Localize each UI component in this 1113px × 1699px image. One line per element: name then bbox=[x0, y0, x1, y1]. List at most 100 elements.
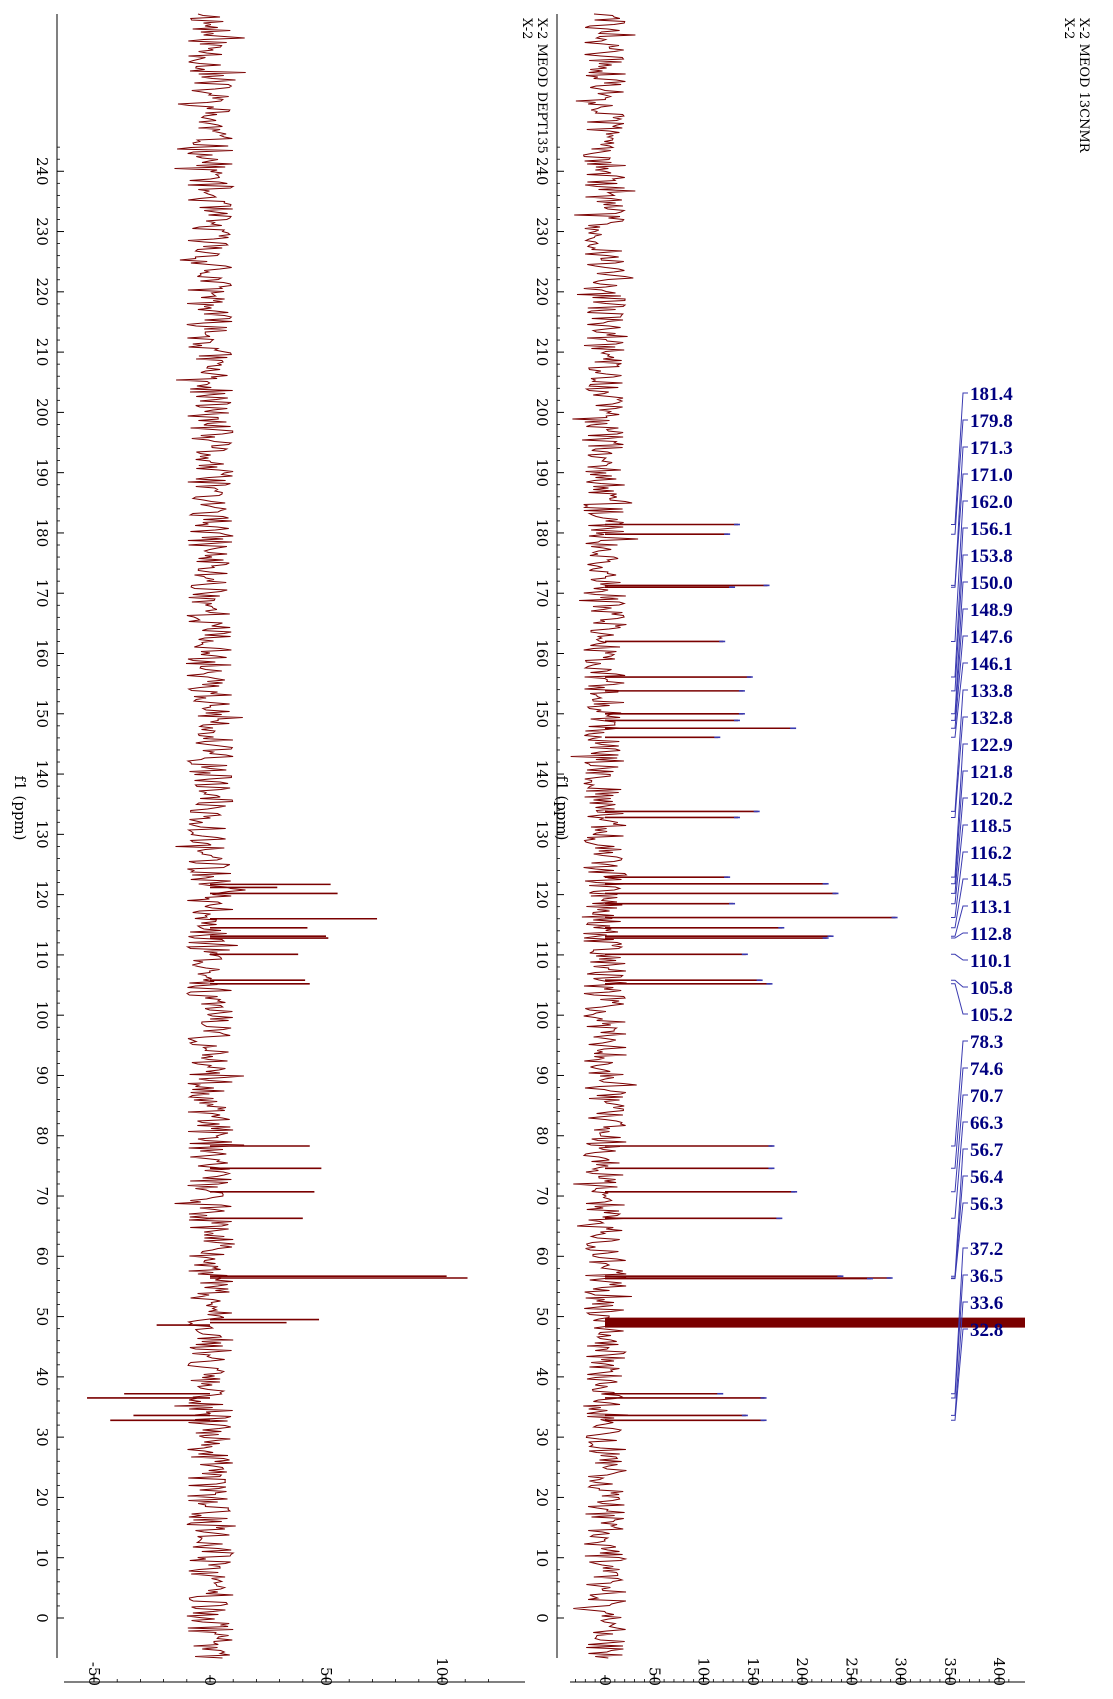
c13nmr-peak-leader bbox=[951, 1121, 968, 1219]
c13nmr-peak-leader bbox=[951, 770, 968, 885]
c13nmr-intensity-tick-label: 350 bbox=[941, 1657, 959, 1686]
c13nmr-peak-label: 171.0 bbox=[970, 465, 1013, 486]
c13nmr-noise-trace bbox=[570, 13, 639, 1659]
c13nmr-peak-label: 114.5 bbox=[970, 870, 1012, 891]
dept135-ppm-tick-label: 20 bbox=[33, 1488, 51, 1507]
c13nmr-peak-leader bbox=[951, 743, 968, 878]
c13nmr-peak-label: 66.3 bbox=[970, 1113, 1003, 1134]
c13nmr-peak-leader bbox=[951, 1274, 968, 1399]
c13nmr-peak-label: 56.3 bbox=[970, 1194, 1003, 1215]
c13nmr-peak-leader bbox=[951, 932, 968, 939]
c13nmr-ppm-tick-label: 110 bbox=[533, 941, 551, 970]
c13nmr-peak-label: 162.0 bbox=[970, 492, 1013, 513]
dept135-ppm-tick-label: 40 bbox=[33, 1367, 51, 1386]
dept135-ppm-tick-label: 220 bbox=[33, 278, 51, 307]
c13nmr-peak-leader bbox=[951, 581, 968, 715]
c13nmr-peak-leader bbox=[951, 473, 968, 588]
c13nmr-peak-leader bbox=[951, 662, 968, 738]
c13nmr-peak-label: 74.6 bbox=[970, 1059, 1003, 1080]
c13nmr-peak-label: 105.2 bbox=[970, 1005, 1013, 1026]
dept135-noise-trace bbox=[174, 13, 246, 1659]
c13nmr-peak-label: 105.8 bbox=[970, 978, 1013, 999]
c13nmr-intensity-tick-label: 250 bbox=[842, 1657, 860, 1686]
c13nmr-peak-label: 147.6 bbox=[970, 627, 1013, 648]
dept135-intensity-tick-label: -50 bbox=[85, 1662, 103, 1686]
c13nmr-panel: 2402302202102001901801701601501401301201… bbox=[533, 13, 1091, 1686]
c13nmr-peak-leader bbox=[951, 1148, 968, 1277]
c13nmr-peak-label: 56.7 bbox=[970, 1140, 1004, 1161]
c13nmr-ppm-tick-label: 30 bbox=[533, 1428, 551, 1447]
c13nmr-peak-label: 121.8 bbox=[970, 762, 1013, 783]
dept135-ppm-tick-label: 200 bbox=[33, 398, 51, 427]
c13nmr-peak-label: 122.9 bbox=[970, 735, 1013, 756]
c13nmr-peak-leader bbox=[951, 878, 968, 929]
c13nmr-peak-label: 78.3 bbox=[970, 1032, 1003, 1053]
c13nmr-intensity-tick-label: 50 bbox=[645, 1667, 663, 1686]
dept135-ppm-ticks: 2402302202102001901801701601501401301201… bbox=[33, 146, 64, 1623]
c13nmr-peak-label: 70.7 bbox=[970, 1086, 1004, 1107]
c13nmr-peak-label: 150.0 bbox=[970, 573, 1013, 594]
c13nmr-intensity-tick-label: 100 bbox=[695, 1657, 713, 1686]
dept135-ppm-tick-label: 130 bbox=[33, 820, 51, 849]
c13nmr-ppm-ticks: 2402302202102001901801701601501401301201… bbox=[533, 146, 564, 1623]
c13nmr-ppm-tick-label: 10 bbox=[533, 1548, 551, 1567]
c13nmr-peak-label: 116.2 bbox=[970, 843, 1012, 864]
dept135-intensity-tick-label: 50 bbox=[317, 1667, 335, 1686]
dept135-ppm-tick-label: 190 bbox=[33, 458, 51, 487]
c13nmr-peak-label: 32.8 bbox=[970, 1320, 1003, 1341]
c13nmr-ppm-tick-label: 70 bbox=[533, 1186, 551, 1205]
c13nmr-ppm-tick-label: 170 bbox=[533, 579, 551, 608]
c13nmr-peak-leader bbox=[951, 824, 968, 905]
c13nmr-peak-leader bbox=[951, 1094, 968, 1193]
c13nmr-ppm-tick-label: 100 bbox=[533, 1001, 551, 1030]
c13nmr-peak-leader bbox=[951, 1175, 968, 1279]
c13nmr-peak-leader bbox=[951, 419, 968, 535]
c13nmr-ppm-tick-label: 140 bbox=[533, 760, 551, 789]
c13nmr-peak-label: 132.8 bbox=[970, 708, 1013, 729]
dept135-ppm-tick-label: 160 bbox=[33, 639, 51, 668]
c13nmr-ppm-tick-label: 50 bbox=[533, 1307, 551, 1326]
dept135-x-axis-label: f1 (ppm) bbox=[11, 776, 29, 841]
c13nmr-peak-leader bbox=[951, 953, 968, 961]
c13nmr-title-line-1: X-2 bbox=[1061, 18, 1076, 39]
c13nmr-peak-label: 156.1 bbox=[970, 519, 1013, 540]
dept135-ppm-tick-label: 50 bbox=[33, 1307, 51, 1326]
c13nmr-ppm-tick-label: 80 bbox=[533, 1126, 551, 1145]
c13nmr-peak-label: 112.8 bbox=[970, 924, 1012, 945]
dept135-intensity-ticks: -50 0 50 100 bbox=[85, 1657, 489, 1686]
c13nmr-peak-leader bbox=[951, 1301, 968, 1416]
c13nmr-ppm-tick-label: 240 bbox=[533, 157, 551, 186]
c13nmr-peak-label: 110.1 bbox=[970, 951, 1012, 972]
dept135-spectrum-noise bbox=[174, 13, 246, 1659]
c13nmr-peak-label: 148.9 bbox=[970, 600, 1013, 621]
c13nmr-ppm-tick-label: 20 bbox=[533, 1488, 551, 1507]
c13nmr-peak-leader bbox=[951, 797, 968, 894]
c13nmr-peak-leader bbox=[951, 716, 968, 818]
c13nmr-ppm-tick-label: 130 bbox=[533, 820, 551, 849]
dept135-ppm-tick-label: 110 bbox=[33, 941, 51, 970]
c13nmr-x-axis-label: f1 (ppm) bbox=[553, 776, 571, 841]
c13nmr-intensity-ticks: 0 50 100 150 200 250 300 350 400 bbox=[575, 1657, 1010, 1686]
c13nmr-peak-label: 113.1 bbox=[970, 897, 1012, 918]
c13nmr-peak-leader bbox=[951, 1247, 968, 1395]
c13nmr-peak-leader bbox=[951, 983, 968, 1015]
c13nmr-ppm-tick-label: 160 bbox=[533, 639, 551, 668]
dept135-ppm-tick-label: 180 bbox=[33, 519, 51, 548]
c13nmr-peak-leader bbox=[951, 851, 968, 918]
c13nmr-ppm-tick-label: 210 bbox=[533, 338, 551, 367]
c13nmr-peak-label: 36.5 bbox=[970, 1266, 1003, 1287]
c13nmr-intensity-tick-label: 300 bbox=[892, 1657, 910, 1686]
dept135-ppm-tick-label: 80 bbox=[33, 1126, 51, 1145]
dept135-ppm-tick-label: 10 bbox=[33, 1548, 51, 1567]
c13nmr-intensity-tick-label: 200 bbox=[793, 1657, 811, 1686]
dept135-title-line-1: X-2 bbox=[519, 18, 534, 39]
c13nmr-intensity-tick-label: 400 bbox=[990, 1657, 1008, 1686]
c13nmr-peak-leader bbox=[951, 446, 968, 586]
c13nmr-peak-leader bbox=[951, 905, 968, 937]
c13nmr-intensity-tick-label: 0 bbox=[596, 1676, 614, 1686]
c13nmr-peak-leader bbox=[951, 392, 968, 525]
c13nmr-peak-leader bbox=[951, 527, 968, 678]
c13nmr-peak-leader bbox=[951, 1040, 968, 1147]
c13nmr-solvent-peak bbox=[605, 1317, 1025, 1328]
